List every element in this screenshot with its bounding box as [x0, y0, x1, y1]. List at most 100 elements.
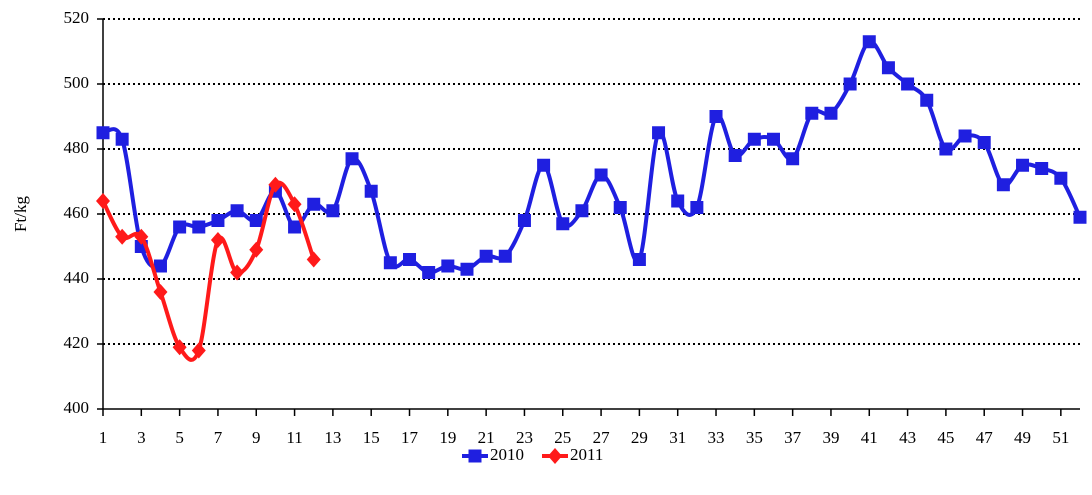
marker: [422, 266, 436, 279]
marker: [805, 106, 819, 120]
y-axis-label: Ft/kg: [11, 196, 30, 232]
marker: [862, 35, 876, 49]
marker: [958, 129, 972, 143]
x-tick-label: 37: [784, 428, 802, 447]
x-tick-label: 21: [478, 428, 495, 447]
marker: [288, 220, 302, 234]
y-tick-label: 500: [64, 73, 90, 92]
marker: [403, 253, 417, 266]
marker: [556, 217, 570, 231]
marker: [920, 93, 934, 107]
x-tick-label: 41: [861, 428, 878, 447]
marker: [153, 284, 168, 300]
marker: [307, 197, 321, 211]
marker: [1073, 210, 1087, 224]
y-tick-label: 400: [64, 398, 90, 417]
x-tick-label: 39: [822, 428, 839, 447]
marker: [977, 136, 991, 149]
series-line: [102, 39, 1082, 275]
y-tick-label: 440: [64, 268, 90, 287]
x-tick-label: 15: [363, 428, 380, 447]
marker: [1016, 158, 1030, 172]
marker: [172, 339, 187, 356]
x-tick-label: 31: [669, 428, 686, 447]
marker: [191, 342, 206, 359]
marker: [230, 264, 245, 281]
marker: [96, 193, 110, 209]
legend-label: 2010: [490, 445, 524, 464]
marker: [996, 178, 1010, 192]
marker: [383, 256, 397, 270]
marker: [939, 142, 953, 156]
marker: [709, 110, 723, 123]
x-tick-label: 43: [899, 428, 916, 447]
marker: [441, 259, 455, 273]
x-tick-label: 35: [746, 428, 763, 447]
marker: [728, 149, 742, 162]
marker: [881, 61, 895, 75]
marker: [575, 204, 589, 218]
x-tick-label: 45: [937, 428, 954, 447]
marker: [173, 220, 187, 234]
marker: [115, 132, 129, 146]
marker: [690, 201, 704, 214]
x-tick-label: 11: [286, 428, 302, 447]
x-tick-label: 47: [976, 428, 994, 447]
marker: [211, 214, 225, 227]
marker: [468, 449, 482, 463]
marker: [326, 204, 340, 218]
x-tick-label: 19: [439, 428, 456, 447]
marker: [652, 126, 666, 140]
marker: [498, 249, 512, 263]
marker: [548, 448, 562, 464]
marker: [843, 77, 857, 91]
marker: [210, 232, 225, 248]
x-tick-label: 9: [252, 428, 261, 447]
legend-item: 2011: [542, 445, 603, 464]
y-tick-label: 520: [64, 8, 90, 27]
marker: [1054, 171, 1068, 185]
legend-label: 2011: [570, 445, 603, 464]
marker: [345, 152, 359, 166]
x-tick-label: 1: [99, 428, 108, 447]
x-tick-label: 5: [175, 428, 184, 447]
legend-item: 2010: [462, 445, 524, 464]
marker: [901, 77, 915, 91]
marker: [671, 194, 685, 208]
x-tick-label: 25: [554, 428, 571, 447]
marker: [766, 132, 780, 146]
y-tick-label: 480: [64, 138, 90, 157]
marker: [517, 214, 531, 227]
marker: [249, 241, 264, 258]
marker: [249, 214, 263, 227]
y-tick-label: 420: [64, 333, 90, 352]
marker: [479, 249, 493, 263]
x-tick-label: 27: [593, 428, 611, 447]
x-tick-label: 29: [631, 428, 648, 447]
marker: [1035, 162, 1049, 175]
marker: [460, 262, 474, 276]
marker: [537, 158, 551, 172]
marker: [613, 201, 627, 214]
marker: [747, 132, 761, 146]
marker: [786, 152, 800, 166]
marker: [268, 176, 283, 193]
marker: [364, 184, 378, 198]
marker: [632, 253, 646, 266]
x-tick-label: 3: [137, 428, 146, 447]
marker: [287, 196, 302, 213]
x-tick-label: 23: [516, 428, 533, 447]
marker: [192, 220, 206, 234]
marker: [153, 259, 167, 273]
marker: [230, 204, 244, 218]
x-tick-label: 17: [401, 428, 419, 447]
marker: [96, 126, 110, 140]
x-tick-label: 13: [324, 428, 341, 447]
marker: [306, 251, 321, 268]
marker: [134, 228, 149, 245]
x-tick-label: 7: [214, 428, 223, 447]
y-tick-label: 460: [64, 203, 90, 222]
x-tick-label: 33: [708, 428, 725, 447]
marker: [115, 228, 130, 245]
